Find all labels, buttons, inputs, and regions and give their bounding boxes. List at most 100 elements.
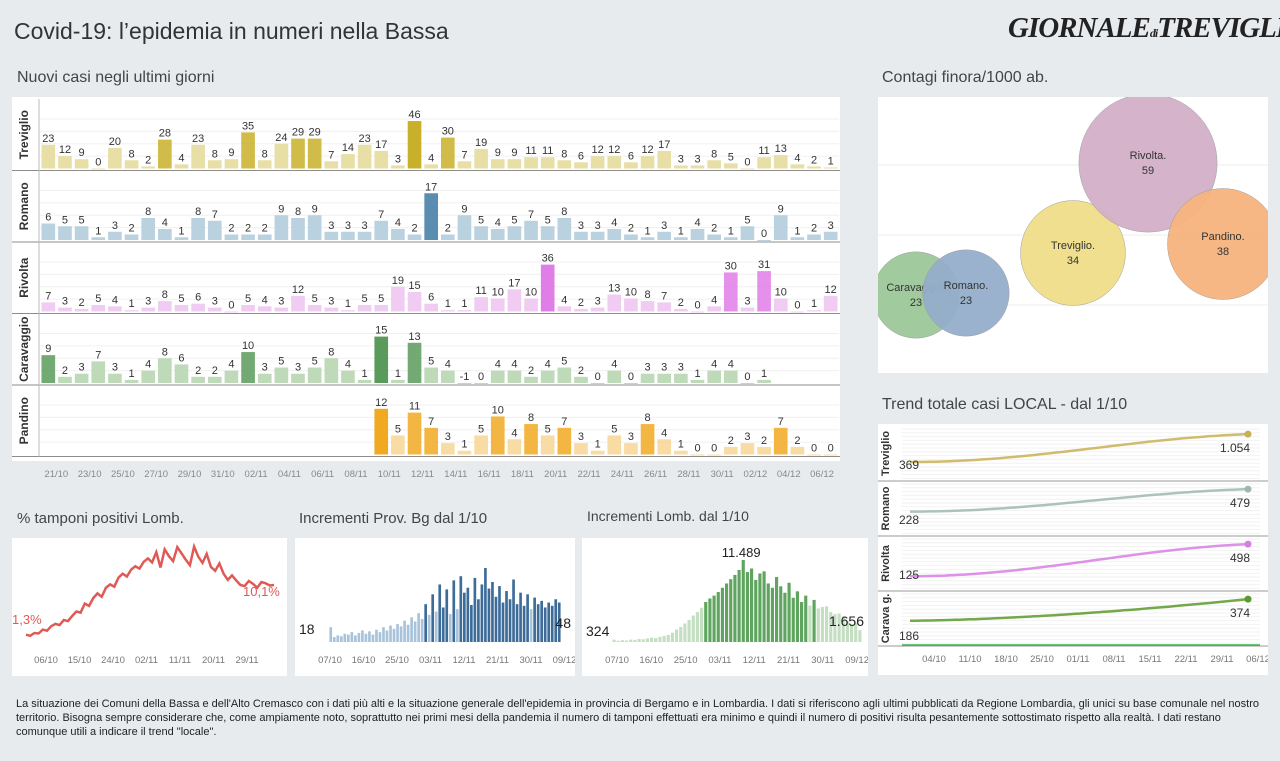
bar-label: 3: [578, 431, 584, 443]
tamponi-last-label: 10,1%: [243, 584, 280, 599]
bar: [812, 599, 816, 642]
bar-rivolta: [457, 310, 472, 312]
bar-x-tick: 07/10: [605, 655, 629, 666]
trend-end-label: 374: [1230, 606, 1250, 620]
bar: [434, 611, 438, 642]
bar-label: 11: [475, 285, 486, 297]
bar-label: 5: [362, 293, 368, 305]
bar-pandino: [524, 424, 538, 455]
bar-romano: [74, 226, 89, 240]
bar: [399, 626, 403, 642]
bar-caravaggio: [324, 358, 339, 383]
bar-label: 10: [242, 340, 254, 352]
bar-label: 0: [761, 228, 767, 240]
bar: [691, 615, 695, 642]
bar: [543, 607, 547, 642]
bar: [480, 584, 484, 642]
x-tick-label: 29/10: [178, 469, 202, 480]
bar-caravaggio: [58, 376, 72, 383]
bar-label: 3: [262, 362, 268, 374]
bar-caravaggio: [241, 352, 255, 383]
bar-label: 6: [45, 212, 51, 224]
bar: [550, 605, 554, 642]
bar-label: 3: [212, 296, 218, 308]
bar: [683, 623, 687, 642]
trend-line-chart: Treviglio 369 1.054 Romano 228 479 Rivolta 125 4…: [878, 424, 1268, 675]
bar-treviglio: [274, 143, 289, 169]
bar-label: 5: [245, 293, 251, 305]
bar-label: 4: [145, 359, 151, 371]
bar: [533, 597, 536, 642]
bar-treviglio: [108, 147, 122, 169]
bar-treviglio: [590, 156, 605, 169]
bar-rivolta: [474, 297, 488, 312]
bar-label: 9: [461, 203, 467, 215]
bar: [375, 629, 378, 642]
bar-x-tick: 12/11: [452, 655, 475, 666]
bar-label: 3: [744, 296, 750, 308]
bar: [417, 613, 420, 642]
bar-caravaggio: [607, 370, 622, 383]
bar: [554, 599, 558, 642]
bar-label: 3: [445, 431, 451, 443]
bar-caravaggio: [424, 367, 439, 383]
bar-label: 19: [475, 137, 487, 149]
bar: [473, 577, 477, 642]
x-tick-label: 28/11: [677, 469, 700, 480]
x-tick-label: 22/11: [577, 469, 600, 480]
bar-label: 8: [162, 289, 168, 301]
bar-pandino: [740, 443, 755, 455]
page-title: Covid-19: l’epidemia in numeri nella Bas…: [14, 18, 449, 44]
bar-label: 2: [79, 297, 85, 309]
x-tick-label: 06/11: [311, 469, 334, 480]
bar-label: 1: [461, 439, 467, 451]
trend-line-0: [910, 432, 1249, 464]
bar-label: 3: [79, 362, 85, 374]
bar-label: 3: [645, 362, 651, 374]
bar: [637, 639, 641, 642]
trend-x-tick: 01/11: [1066, 654, 1089, 665]
bar-rivolta: [341, 310, 355, 312]
bar-label: 0: [828, 443, 834, 455]
x-tick-label: 25/10: [111, 469, 135, 480]
bar-rivolta: [440, 310, 455, 312]
bar-pandino: [507, 439, 522, 455]
tamponi-line-chart: 1,3% 10,1% 06/10 15/10 24/10 02/11 11/11 20/11 2…: [12, 538, 287, 676]
bar-romano: [141, 218, 156, 240]
bar-romano: [690, 229, 705, 240]
bar-label: 5: [378, 293, 384, 305]
contagi-bubble-chart: Caravaggio.23Romano.23Treviglio.34Rivolt…: [878, 97, 1268, 373]
bar: [858, 630, 862, 642]
trend-start-label: 228: [899, 513, 919, 527]
bar-label: 29: [292, 127, 304, 139]
bar: [820, 607, 824, 642]
logo: GIORNALEdiTREVIGLIO: [1008, 12, 1280, 45]
bar-pandino: [640, 424, 655, 455]
bar-label: 0: [694, 300, 700, 312]
x-tick-label: 20/11: [544, 469, 567, 480]
bar: [754, 579, 758, 642]
bar-caravaggio: [690, 379, 705, 383]
bar: [389, 625, 392, 642]
bar-treviglio: [740, 168, 755, 170]
bar-label: 4: [228, 359, 234, 371]
bar-label: 4: [694, 217, 700, 229]
bar-romano: [490, 229, 505, 240]
bar-label: 0: [794, 300, 800, 312]
bar-treviglio: [474, 148, 488, 169]
bar-label: 12: [59, 144, 71, 156]
bar-caravaggio: [507, 370, 522, 383]
bar-caravaggio: [657, 373, 672, 383]
bar-caravaggio: [74, 373, 89, 383]
bar-label: 4: [511, 427, 517, 439]
bubble-value: 23: [960, 295, 972, 307]
bar-caravaggio: [191, 376, 205, 383]
prov-bg-bar-chart: 18 48 07/10 16/10 25/10 03/11 12/11 21/11 30/11 0…: [295, 538, 575, 676]
x-tick-label: 16/11: [478, 469, 501, 480]
bar: [382, 627, 385, 642]
bar-label: 0: [711, 443, 717, 455]
bar: [729, 579, 733, 642]
bar-label: 3: [395, 153, 401, 165]
bar: [396, 623, 399, 642]
bar-label: 2: [128, 223, 134, 235]
